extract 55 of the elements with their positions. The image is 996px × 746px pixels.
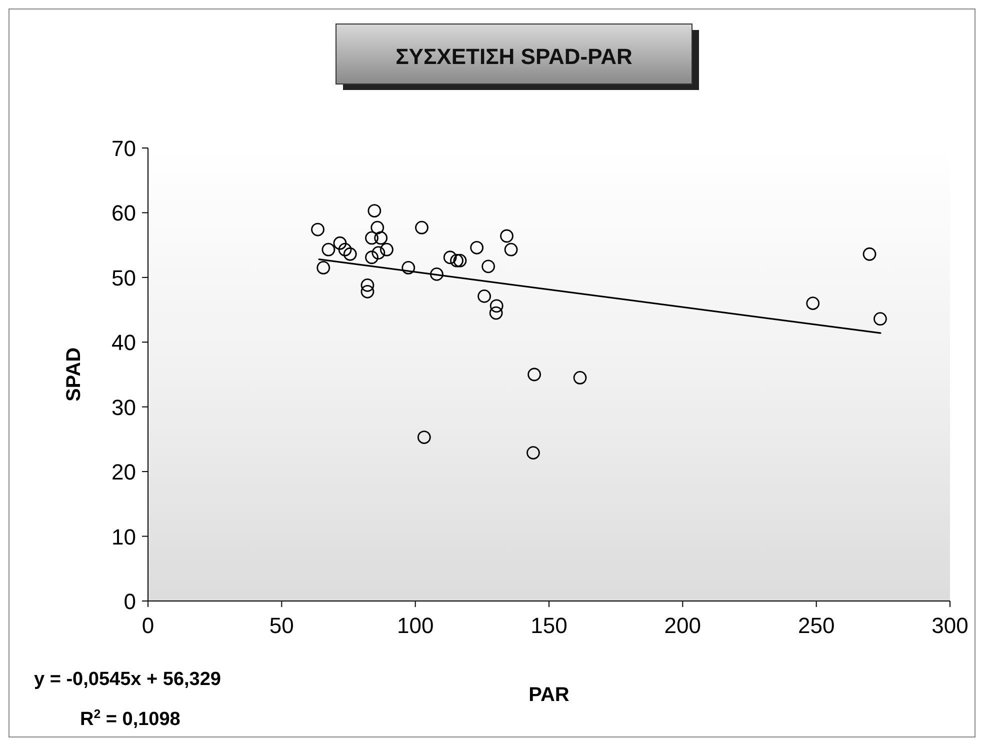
x-tick-label: 100 [396,613,434,638]
point [500,229,514,243]
point [573,371,587,384]
text: y = -0,0545x + 56,329 [34,669,221,690]
point [806,296,820,310]
y-tick-label: 0 [124,589,136,614]
point [322,242,336,256]
point [380,242,394,256]
point [316,261,330,274]
text: R$^{2}$ = 0,1098 [80,707,180,730]
point [443,250,457,264]
point [874,312,887,326]
point [862,247,876,261]
point [374,231,388,245]
point [489,306,503,320]
x-tick-label: 0 [142,613,154,638]
point [482,260,496,274]
point [417,430,431,444]
x-tick-label: 300 [932,613,968,638]
point [490,299,504,313]
point [402,261,416,274]
point [360,278,374,292]
point [526,446,540,460]
x-axis-title: PAR [528,684,570,706]
point [333,236,347,250]
point [453,254,467,268]
y-tick-label: 10 [112,524,136,550]
point [370,220,384,234]
y-axis-title: SPAD [63,347,85,402]
point [365,250,378,264]
y-tick-label: 20 [112,460,136,485]
x-tick-label: 150 [530,613,568,638]
point [470,240,484,254]
point [360,284,374,298]
point [368,204,382,218]
point [528,368,541,382]
point [365,231,378,245]
point [338,242,352,256]
point [311,222,324,236]
y-tick-label: 70 [112,136,136,161]
point [450,254,464,268]
y-tick-label: 40 [112,330,136,356]
point [430,267,444,281]
chart-title: ΣΥΣΧΕΤΙΣΗ SPAD-PAR [396,44,633,69]
point [478,289,492,303]
y-tick-label: 30 [112,394,136,420]
y-tick-label: 60 [112,200,136,226]
y-tick-label: 50 [112,265,136,290]
x-tick-label: 50 [269,613,294,638]
point [504,242,518,256]
x-tick-label: 250 [798,613,835,638]
point [372,246,386,260]
x-tick-label: 200 [664,613,702,638]
point [343,247,357,261]
point [415,220,428,234]
